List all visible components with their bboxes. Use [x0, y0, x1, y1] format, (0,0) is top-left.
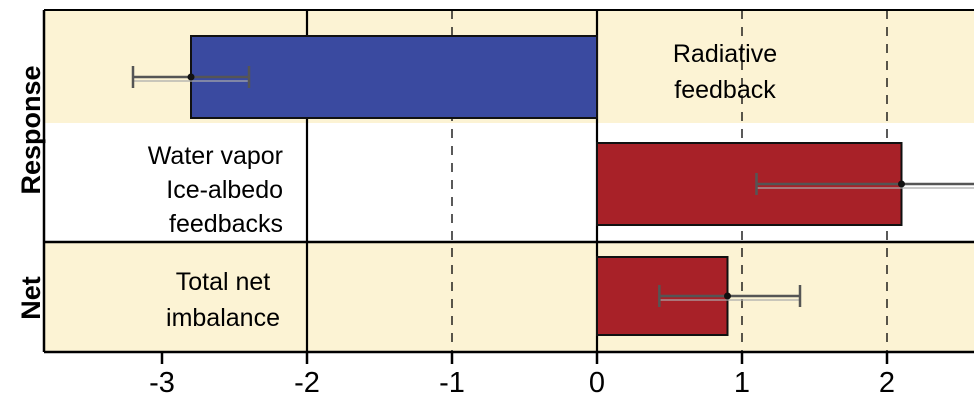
- errorbar-radiative: [131, 66, 251, 88]
- errorbar-net-point: [724, 292, 731, 300]
- bars: [190, 35, 903, 336]
- annotation-radiative-line1: Radiative: [673, 40, 777, 68]
- x-tick-label--1: -1: [439, 367, 465, 399]
- annotation-net-line1: Total net: [176, 268, 271, 296]
- group-label-net: Net: [16, 276, 46, 320]
- error-bars: [131, 66, 974, 307]
- group-label-response: Response: [16, 65, 46, 194]
- x-tick-label-1: 1: [734, 367, 750, 399]
- annotation-water-line1: Water vapor: [148, 142, 283, 170]
- annotation-water-line3: feedbacks: [169, 210, 283, 238]
- annotation-net-line2: imbalance: [166, 304, 280, 332]
- row-background-net: [44, 242, 974, 352]
- errorbar-water: [755, 173, 974, 195]
- errorbar-water-point: [898, 180, 905, 188]
- x-ticks: -3 -2 -1 0 1 2: [149, 352, 895, 399]
- annotation-water-line2: Ice-albedo: [166, 176, 283, 204]
- errorbar-net: [658, 285, 802, 307]
- bar-radiative: [190, 35, 598, 119]
- x-tick-label--3: -3: [149, 367, 175, 399]
- x-tick-label-0: 0: [589, 367, 605, 399]
- annotation-radiative-line2: feedback: [674, 76, 776, 104]
- x-tick-label-2: 2: [879, 367, 895, 399]
- x-tick-label--2: -2: [294, 367, 320, 399]
- errorbar-radiative-point: [187, 73, 195, 81]
